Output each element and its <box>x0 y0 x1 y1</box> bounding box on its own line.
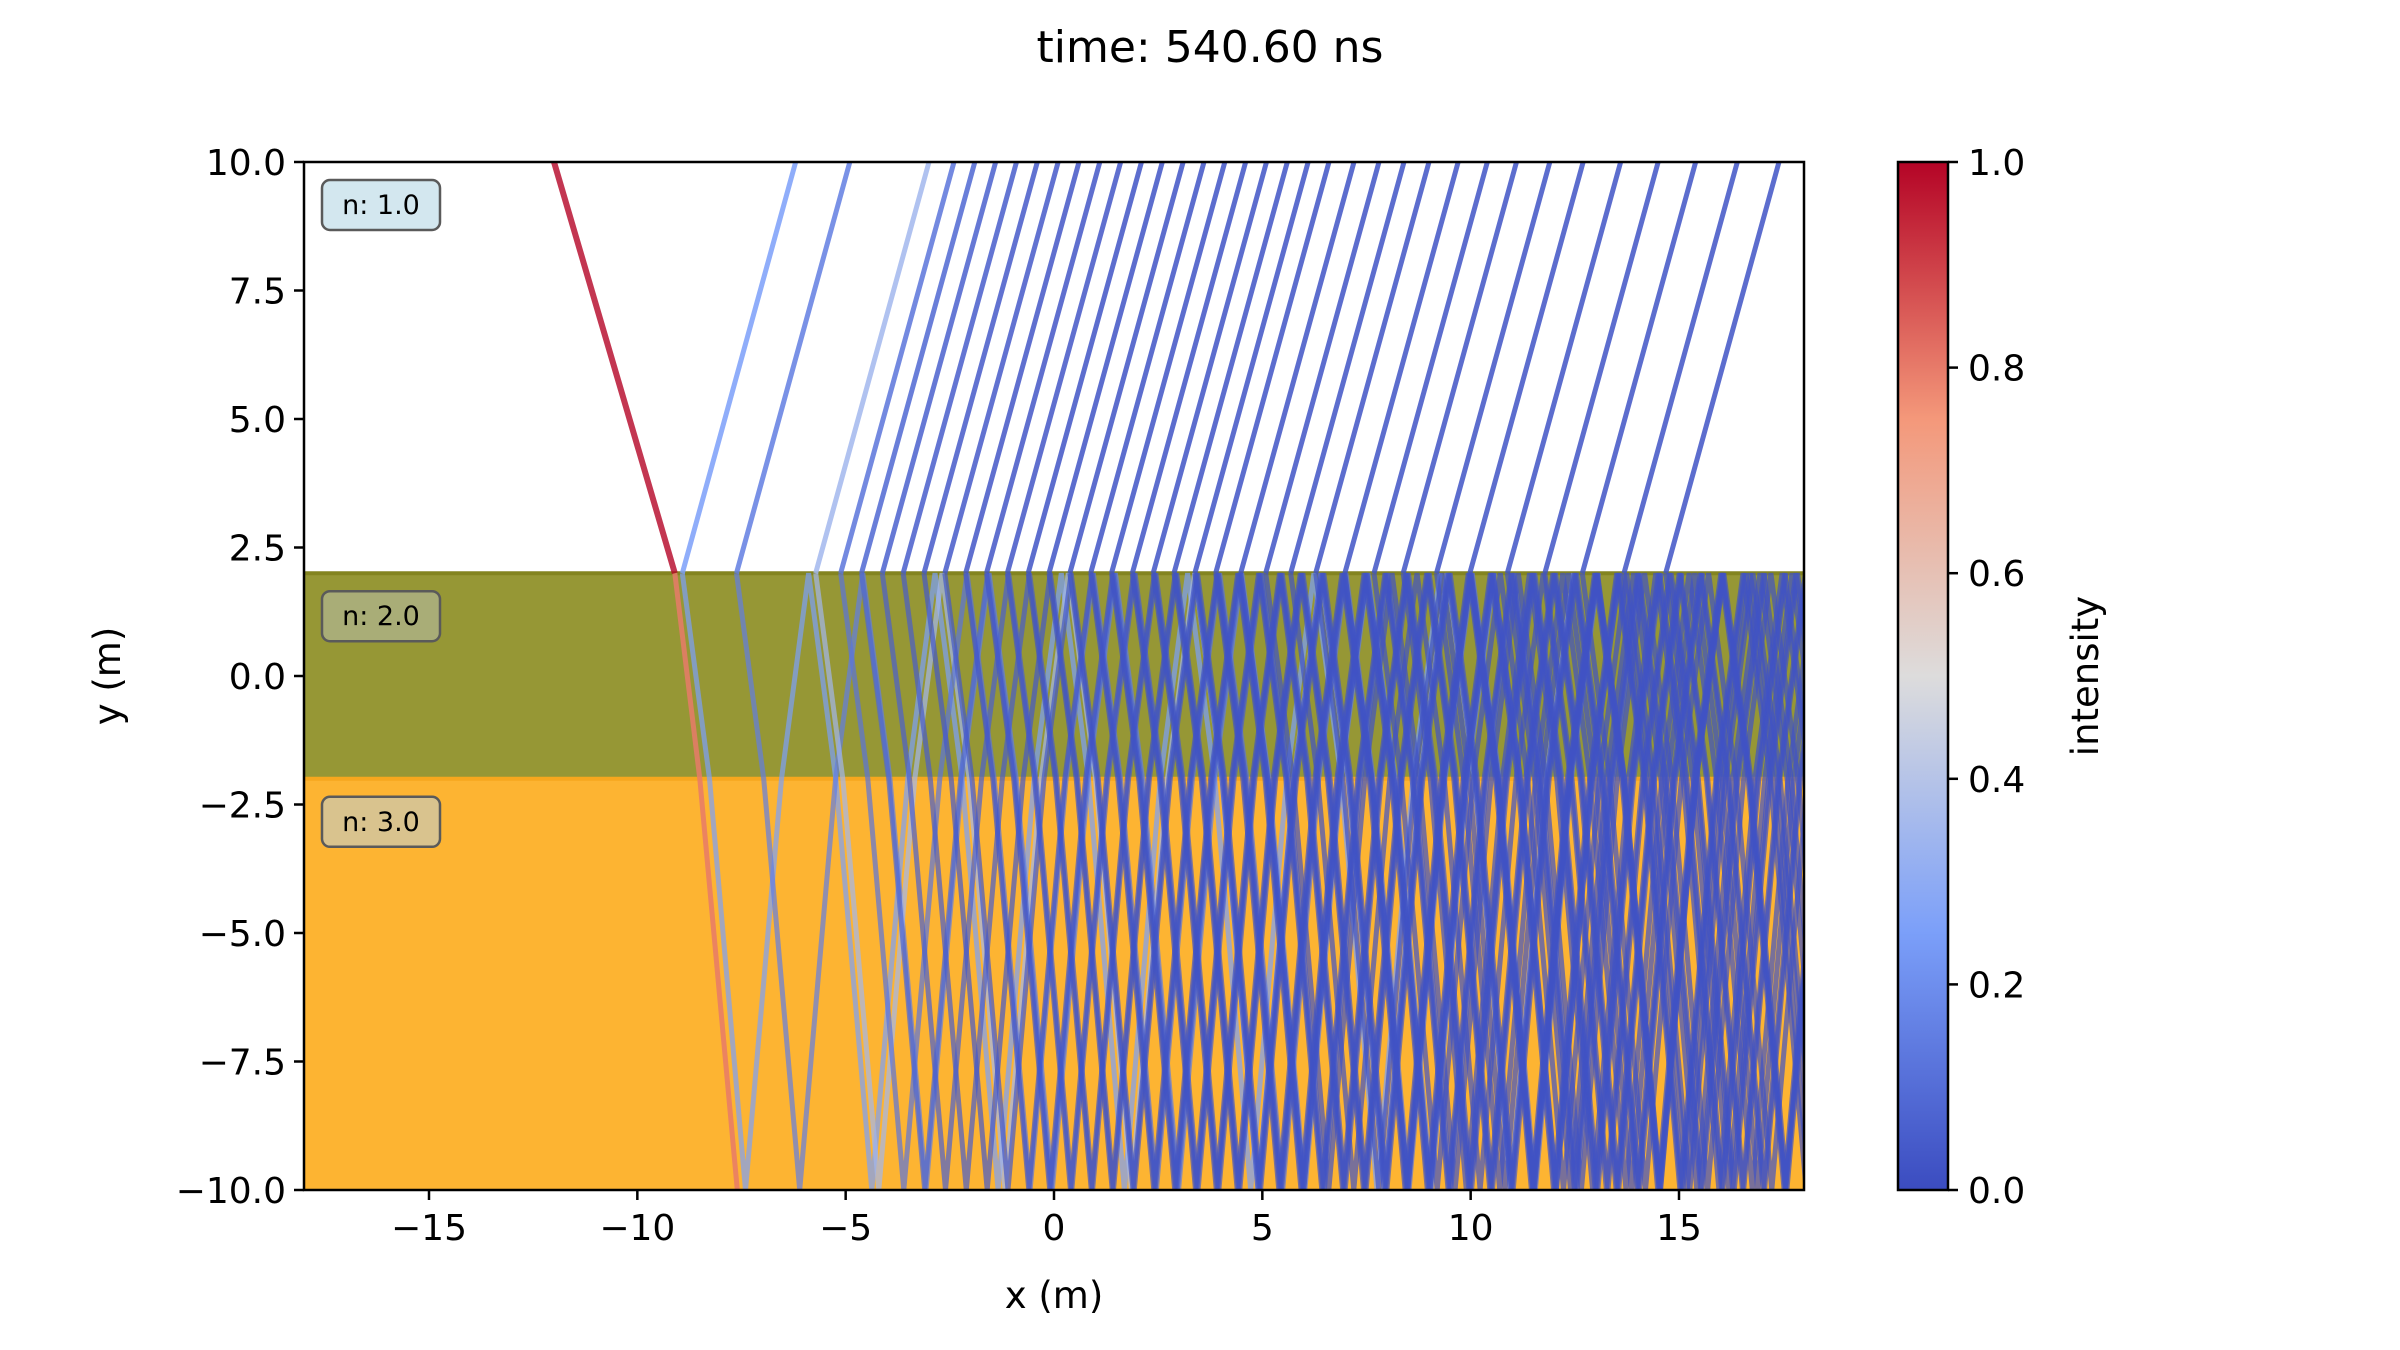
y-tick-label: 7.5 <box>229 272 286 313</box>
reflected-ray <box>1504 162 1624 574</box>
reflected-ray <box>1088 162 1207 574</box>
layer-badges: n: 1.0 n: 2.0 n: 3.0 <box>320 178 442 849</box>
reflected-ray <box>1663 162 1782 574</box>
reflected-ray <box>1192 162 1311 574</box>
guided-ray <box>679 572 1443 1190</box>
guided-ray <box>1663 572 1804 1190</box>
colorbar-tick-label: 0.4 <box>1968 760 2025 801</box>
colorbar-tick-label: 0.2 <box>1968 965 2025 1006</box>
reflected-ray <box>963 162 1082 574</box>
layer-badge-3: n: 3.0 <box>320 795 442 849</box>
guided-ray <box>1400 572 1804 1190</box>
reflected-ray <box>859 162 978 574</box>
guided-ray <box>1542 572 1804 1190</box>
reflected-ray <box>1467 162 1586 574</box>
reflected-ray <box>984 162 1103 574</box>
reflected-ray <box>1542 162 1661 574</box>
layer-badge-1: n: 1.0 <box>320 178 442 232</box>
reflected-ray <box>1371 162 1490 574</box>
reflected-ray <box>921 162 1040 574</box>
guided-ray <box>1504 572 1804 1190</box>
x-axis-ticks: −15 −10 −5 0 5 10 15 <box>391 1190 1702 1249</box>
x-axis-label: x (m) <box>1005 1274 1104 1317</box>
guided-ray <box>1621 572 1804 1190</box>
guided-ray <box>1129 572 1804 1190</box>
reflected-ray <box>1263 162 1382 574</box>
y-axis-ticks: 10.0 7.5 5.0 2.5 0.0 −2.5 −5.0 −7.5 −10.0 <box>176 143 304 1212</box>
x-tick-label: 15 <box>1656 1208 1702 1249</box>
reflected-ray <box>1213 162 1332 574</box>
colorbar-tick-label: 0.0 <box>1968 1171 2025 1212</box>
colorbar-ticks: 0.0 0.2 0.4 0.6 0.8 1.0 <box>1948 143 2025 1212</box>
guided-ray <box>1109 572 1804 1190</box>
x-tick-label: −10 <box>599 1208 675 1249</box>
reflected-ray <box>1150 162 1269 574</box>
reflected-ray <box>1025 162 1144 574</box>
reflected-ray <box>1109 162 1228 574</box>
y-tick-label: −2.5 <box>199 786 286 827</box>
reflected-ray <box>1342 162 1461 574</box>
colorbar-label: intensity <box>2064 596 2107 756</box>
reflected-ray <box>1238 162 1357 574</box>
y-tick-label: −7.5 <box>199 1043 286 1084</box>
reflected-ray <box>734 162 853 574</box>
reflected-ray <box>1067 162 1186 574</box>
y-tick-label: 10.0 <box>206 143 286 184</box>
svg-text:n: 3.0: n: 3.0 <box>342 807 420 838</box>
colorbar-tick-label: 0.6 <box>1968 554 2025 595</box>
y-tick-label: 0.0 <box>229 657 286 698</box>
colorbar-tick-label: 1.0 <box>1968 143 2025 184</box>
reflected-ray <box>1004 162 1124 574</box>
x-tick-label: −15 <box>391 1208 467 1249</box>
guided-ray <box>1150 572 1804 1190</box>
y-tick-label: −10.0 <box>176 1171 286 1212</box>
y-tick-label: 5.0 <box>229 400 286 441</box>
svg-text:n: 2.0: n: 2.0 <box>342 601 420 632</box>
chart-title: time: 540.60 ns <box>1037 22 1384 73</box>
reflected-ray <box>679 162 799 574</box>
reflected-ray <box>1621 162 1740 574</box>
guided-ray <box>1238 572 1804 1190</box>
guided-ray <box>1579 572 1804 1190</box>
reflected-ray <box>900 162 1019 574</box>
colorbar <box>1896 160 1950 1192</box>
guided-ray <box>1371 572 1804 1190</box>
reflected-ray <box>879 162 999 574</box>
guided-ray <box>1171 572 1804 1190</box>
guided-ray <box>1313 572 1804 1190</box>
reflected-ray <box>838 162 957 574</box>
reflected-ray <box>1288 162 1407 574</box>
x-tick-label: 0 <box>1043 1208 1066 1249</box>
reflected-ray <box>1129 162 1249 574</box>
transmitted-ray <box>672 572 740 1190</box>
layer-badge-2: n: 2.0 <box>320 589 442 643</box>
reflected-ray <box>1171 162 1290 574</box>
y-tick-label: −5.0 <box>199 914 286 955</box>
ray-paths <box>551 162 1804 1190</box>
reflected-ray <box>1434 162 1553 574</box>
reflected-ray <box>942 162 1061 574</box>
guided-ray <box>1263 572 1804 1190</box>
x-tick-label: 10 <box>1448 1208 1494 1249</box>
incident-ray <box>551 162 678 575</box>
colorbar-tick-label: 0.8 <box>1968 349 2025 390</box>
x-tick-label: −5 <box>819 1208 872 1249</box>
y-tick-label: 2.5 <box>229 529 286 570</box>
reflected-ray <box>1046 162 1165 574</box>
y-axis-label: y (m) <box>86 627 129 726</box>
guided-ray <box>1192 572 1804 1190</box>
reflected-ray <box>1579 162 1699 574</box>
reflected-ray <box>1313 162 1432 574</box>
guided-ray <box>1434 572 1804 1190</box>
x-tick-label: 5 <box>1251 1208 1274 1249</box>
reflected-ray <box>813 162 932 574</box>
svg-text:n: 1.0: n: 1.0 <box>342 190 420 221</box>
reflected-ray <box>1400 162 1519 574</box>
layer-band-1 <box>304 162 1804 574</box>
guided-ray <box>1467 572 1804 1190</box>
